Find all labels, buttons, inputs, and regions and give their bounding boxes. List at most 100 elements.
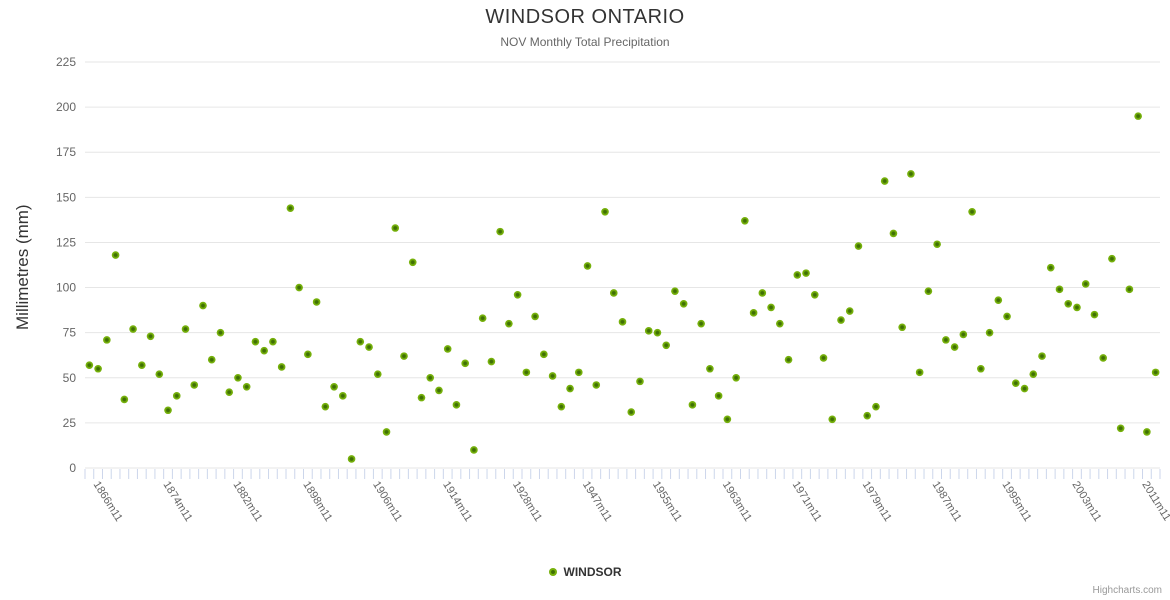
data-point[interactable] <box>365 343 373 351</box>
data-point[interactable] <box>216 328 225 337</box>
data-point[interactable] <box>688 401 697 409</box>
data-point[interactable] <box>435 386 443 395</box>
data-point[interactable] <box>94 364 102 373</box>
data-point[interactable] <box>531 312 539 321</box>
data-point[interactable] <box>872 402 880 411</box>
data-point[interactable] <box>994 296 1003 304</box>
data-point[interactable] <box>347 455 356 463</box>
data-point[interactable] <box>540 350 548 359</box>
data-point[interactable] <box>1108 254 1116 263</box>
data-point[interactable] <box>706 364 714 373</box>
data-point[interactable] <box>880 177 889 185</box>
data-point[interactable] <box>863 411 872 420</box>
data-point[interactable] <box>373 370 382 378</box>
data-point[interactable] <box>749 309 758 317</box>
data-point[interactable] <box>1029 370 1038 378</box>
highcharts-credit-link[interactable]: Highcharts.com <box>1092 585 1162 596</box>
data-point[interactable] <box>242 383 251 391</box>
data-point[interactable] <box>548 372 557 380</box>
data-point[interactable] <box>767 303 775 312</box>
data-point[interactable] <box>426 373 435 382</box>
data-point[interactable] <box>234 373 242 382</box>
legend-item-windsor[interactable]: WINDSOR <box>0 565 1170 579</box>
data-point[interactable] <box>181 325 190 333</box>
data-point[interactable] <box>898 323 906 332</box>
data-point[interactable] <box>155 370 164 378</box>
data-point[interactable] <box>758 289 767 297</box>
data-point[interactable] <box>1116 424 1125 433</box>
data-point[interactable] <box>1011 379 1020 387</box>
data-point[interactable] <box>304 350 312 359</box>
data-point[interactable] <box>408 258 417 267</box>
data-point[interactable] <box>120 395 129 404</box>
data-point[interactable] <box>985 328 994 337</box>
data-point[interactable] <box>400 352 408 360</box>
data-point[interactable] <box>478 314 487 323</box>
data-point[interactable] <box>671 287 679 295</box>
data-point[interactable] <box>644 327 653 335</box>
data-point[interactable] <box>85 361 94 369</box>
data-point[interactable] <box>636 377 644 386</box>
data-point[interactable] <box>802 269 810 277</box>
data-point[interactable] <box>950 343 959 351</box>
data-point[interactable] <box>260 346 268 355</box>
data-point[interactable] <box>146 332 155 341</box>
data-point[interactable] <box>356 337 365 346</box>
data-point[interactable] <box>103 336 111 344</box>
data-point[interactable] <box>505 319 513 328</box>
data-point[interactable] <box>583 262 592 270</box>
data-point[interactable] <box>1046 263 1055 272</box>
data-point[interactable] <box>330 383 338 391</box>
data-point[interactable] <box>172 392 181 400</box>
data-point[interactable] <box>793 271 802 279</box>
data-point[interactable] <box>592 381 601 389</box>
data-point[interactable] <box>915 368 924 377</box>
data-point[interactable] <box>609 289 618 297</box>
data-point[interactable] <box>662 341 670 350</box>
data-point[interactable] <box>391 224 400 232</box>
data-point[interactable] <box>845 307 854 315</box>
data-point[interactable] <box>277 363 286 371</box>
data-point[interactable] <box>129 325 137 333</box>
data-point[interactable] <box>225 388 234 397</box>
data-point[interactable] <box>207 355 216 364</box>
data-point[interactable] <box>251 337 260 346</box>
data-point[interactable] <box>618 318 627 326</box>
data-point[interactable] <box>1038 352 1046 360</box>
data-point[interactable] <box>417 393 426 402</box>
data-point[interactable] <box>601 207 609 216</box>
data-point[interactable] <box>828 415 837 424</box>
data-point[interactable] <box>854 242 863 250</box>
data-point[interactable] <box>199 301 207 310</box>
data-point[interactable] <box>566 384 574 393</box>
data-point[interactable] <box>522 368 531 377</box>
data-point[interactable] <box>679 299 688 308</box>
data-point[interactable] <box>1134 112 1142 120</box>
data-point[interactable] <box>653 328 662 337</box>
data-point[interactable] <box>959 330 968 339</box>
data-point[interactable] <box>295 283 303 292</box>
data-point[interactable] <box>461 359 469 368</box>
data-point[interactable] <box>732 373 740 382</box>
data-point[interactable] <box>1003 312 1011 321</box>
data-point[interactable] <box>269 337 277 346</box>
data-point[interactable] <box>1081 280 1090 288</box>
data-point[interactable] <box>924 287 933 295</box>
data-point[interactable] <box>496 227 504 236</box>
data-point[interactable] <box>907 170 915 178</box>
data-point[interactable] <box>837 316 845 324</box>
data-point[interactable] <box>889 229 898 238</box>
data-point[interactable] <box>557 402 566 411</box>
data-point[interactable] <box>1055 285 1064 294</box>
data-point[interactable] <box>138 361 146 369</box>
data-point[interactable] <box>1020 384 1029 393</box>
data-point[interactable] <box>443 345 452 353</box>
data-point[interactable] <box>575 368 583 377</box>
data-point[interactable] <box>1099 354 1107 362</box>
data-point[interactable] <box>942 336 950 344</box>
data-point[interactable] <box>1151 368 1160 377</box>
data-point[interactable] <box>723 415 732 424</box>
data-point[interactable] <box>627 408 636 416</box>
data-point[interactable] <box>714 392 723 400</box>
data-point[interactable] <box>977 364 985 373</box>
